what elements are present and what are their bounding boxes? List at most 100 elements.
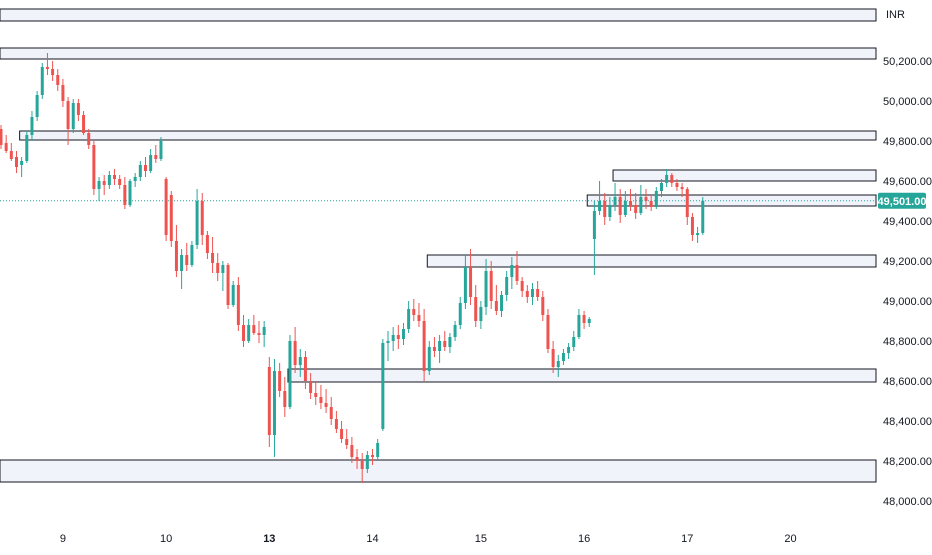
candle[interactable] <box>4 135 8 153</box>
candle[interactable] <box>515 251 519 285</box>
candle[interactable] <box>438 335 442 363</box>
candle[interactable] <box>670 173 674 187</box>
candle[interactable] <box>629 189 633 211</box>
candle[interactable] <box>432 337 436 357</box>
candle[interactable] <box>87 129 91 149</box>
candle[interactable] <box>236 277 240 331</box>
candle[interactable] <box>675 179 679 191</box>
candle[interactable] <box>371 449 375 465</box>
candle[interactable] <box>494 285 498 315</box>
candle[interactable] <box>257 321 261 343</box>
zone-7[interactable] <box>287 368 877 383</box>
candle[interactable] <box>174 225 178 277</box>
candle[interactable] <box>221 261 225 291</box>
candle[interactable] <box>154 145 158 163</box>
candle[interactable] <box>654 187 658 209</box>
candle[interactable] <box>164 177 168 241</box>
candle[interactable] <box>143 157 147 177</box>
candle[interactable] <box>401 323 405 345</box>
candle[interactable] <box>396 325 400 349</box>
candle[interactable] <box>505 271 509 301</box>
candle[interactable] <box>82 111 86 135</box>
candle[interactable] <box>272 359 276 457</box>
candle[interactable] <box>381 339 385 431</box>
candle[interactable] <box>613 183 617 211</box>
candle[interactable] <box>61 79 65 107</box>
candle[interactable] <box>190 241 194 267</box>
zone-3[interactable] <box>19 130 877 141</box>
candle[interactable] <box>278 363 282 397</box>
candle[interactable] <box>618 189 622 223</box>
candle[interactable] <box>0 125 3 149</box>
candle[interactable] <box>443 331 447 351</box>
candle[interactable] <box>76 99 80 121</box>
candle[interactable] <box>169 191 173 247</box>
candle[interactable] <box>649 195 653 211</box>
candle[interactable] <box>690 213 694 241</box>
candle[interactable] <box>242 315 246 347</box>
candle[interactable] <box>567 343 571 359</box>
candle[interactable] <box>608 197 612 221</box>
candle[interactable] <box>422 309 426 381</box>
candle[interactable] <box>309 373 313 399</box>
candle[interactable] <box>453 321 457 341</box>
candle[interactable] <box>520 277 524 297</box>
candle[interactable] <box>159 137 163 161</box>
candle[interactable] <box>334 411 338 433</box>
zone-8[interactable] <box>0 459 877 483</box>
candle[interactable] <box>561 349 565 365</box>
candle[interactable] <box>66 97 70 145</box>
candle[interactable] <box>407 301 411 333</box>
candle[interactable] <box>639 185 643 215</box>
candle[interactable] <box>391 327 395 351</box>
candle[interactable] <box>510 257 514 289</box>
candle[interactable] <box>469 249 473 305</box>
candle[interactable] <box>536 281 540 301</box>
candle[interactable] <box>572 331 576 351</box>
candle[interactable] <box>489 261 493 309</box>
candle[interactable] <box>195 189 199 249</box>
candle[interactable] <box>541 291 545 321</box>
candle[interactable] <box>577 309 581 339</box>
candle[interactable] <box>211 237 215 273</box>
candle[interactable] <box>634 193 638 219</box>
candle[interactable] <box>659 179 663 197</box>
candle[interactable] <box>582 311 586 329</box>
candle[interactable] <box>365 451 369 473</box>
candle[interactable] <box>314 381 318 405</box>
candle[interactable] <box>386 331 390 361</box>
candle[interactable] <box>283 377 287 417</box>
candle[interactable] <box>603 193 607 225</box>
zone-1[interactable] <box>0 8 877 22</box>
candle[interactable] <box>262 321 266 347</box>
candle[interactable] <box>216 253 220 281</box>
candle[interactable] <box>113 169 117 185</box>
candle[interactable] <box>376 439 380 461</box>
candle[interactable] <box>293 327 297 373</box>
candle[interactable] <box>665 169 669 187</box>
candle[interactable] <box>25 131 29 163</box>
candle[interactable] <box>587 317 591 327</box>
candle[interactable] <box>252 315 256 335</box>
candle[interactable] <box>417 303 421 327</box>
zone-4[interactable] <box>612 169 877 182</box>
candle[interactable] <box>185 243 189 271</box>
candle[interactable] <box>149 149 153 173</box>
candle[interactable] <box>463 255 467 309</box>
candle[interactable] <box>97 177 101 201</box>
candle[interactable] <box>92 141 96 195</box>
zone-2[interactable] <box>0 47 877 60</box>
candle[interactable] <box>350 437 354 463</box>
candle[interactable] <box>9 143 13 161</box>
candle[interactable] <box>556 355 560 377</box>
candle[interactable] <box>484 259 488 315</box>
price-axis[interactable]: INR 48,000.00 48,200.00 48,400.00 48,600.00… <box>883 9 932 508</box>
candle[interactable] <box>51 61 55 81</box>
candle[interactable] <box>107 171 111 189</box>
candle[interactable] <box>360 453 364 483</box>
candle[interactable] <box>45 53 49 75</box>
candle[interactable] <box>247 319 251 343</box>
candle[interactable] <box>226 263 230 309</box>
candle[interactable] <box>40 63 44 99</box>
